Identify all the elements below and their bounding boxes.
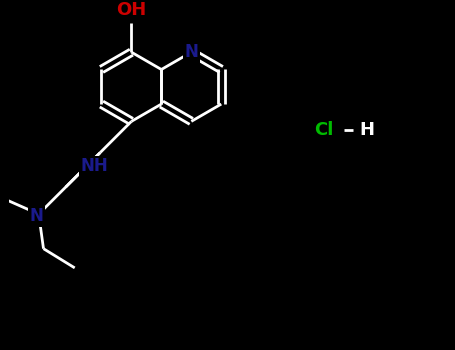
Text: H: H (359, 121, 374, 139)
Text: N: N (30, 208, 43, 225)
Text: Cl: Cl (314, 121, 333, 139)
Text: NH: NH (81, 157, 108, 175)
Text: N: N (184, 43, 198, 61)
Text: OH: OH (116, 1, 147, 19)
